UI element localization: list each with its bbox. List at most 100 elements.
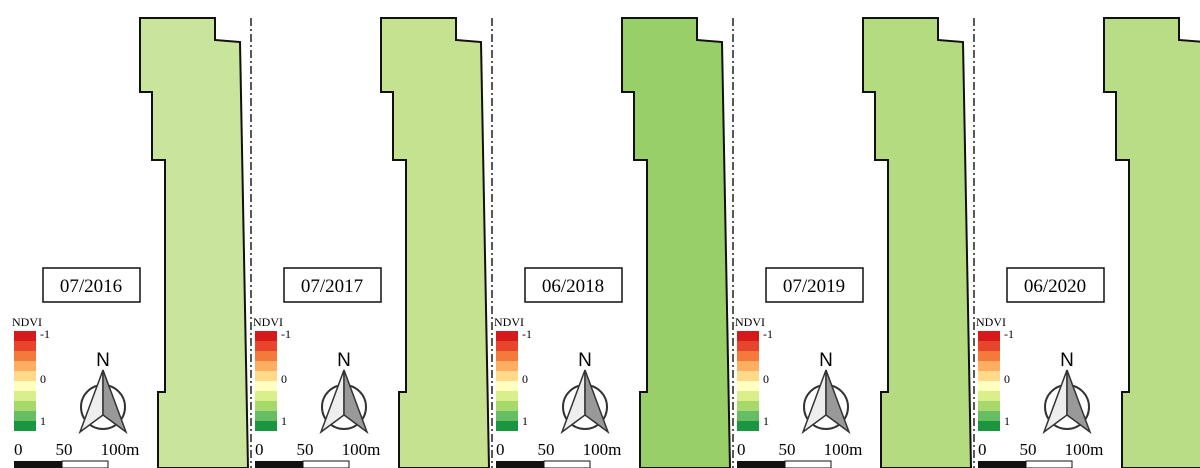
- north-arrow-right: [585, 370, 608, 432]
- figure: 07/2016NDVI-101N050100m07/2017NDVI-101N0…: [0, 0, 1200, 468]
- north-arrow-right: [103, 370, 126, 432]
- scale-label: 50: [538, 440, 555, 459]
- scale-label: 0: [14, 440, 23, 459]
- legend-swatch: [737, 331, 759, 341]
- legend-swatch: [255, 331, 277, 341]
- north-label: N: [819, 350, 833, 371]
- legend-swatch: [737, 351, 759, 361]
- scale-label: 100m: [342, 440, 381, 459]
- legend-swatch: [737, 411, 759, 421]
- legend-swatch: [737, 391, 759, 401]
- legend-label: 0: [281, 372, 287, 386]
- legend-swatch: [496, 341, 518, 351]
- legend-swatch: [14, 401, 36, 411]
- legend-label: 1: [40, 414, 46, 428]
- scale-label: 0: [255, 440, 264, 459]
- legend-title: NDVI: [253, 315, 283, 329]
- legend-swatch: [255, 351, 277, 361]
- legend-swatch: [737, 361, 759, 371]
- legend-swatch: [978, 381, 1000, 391]
- scale-label: 0: [737, 440, 746, 459]
- legend-swatch: [496, 401, 518, 411]
- north-arrow-left: [803, 370, 826, 432]
- field: [381, 18, 489, 468]
- legend-swatch: [496, 381, 518, 391]
- scale-bar-black: [255, 461, 303, 468]
- scale-bar-white: [62, 461, 108, 468]
- north-label: N: [96, 350, 110, 371]
- legend-swatch: [737, 401, 759, 411]
- legend-swatch: [737, 381, 759, 391]
- legend-swatch: [978, 391, 1000, 401]
- legend-swatch: [978, 331, 1000, 341]
- scale-label: 0: [496, 440, 505, 459]
- legend-label: 0: [1004, 372, 1010, 386]
- scale-bar-black: [978, 461, 1026, 468]
- legend-swatch: [496, 391, 518, 401]
- legend-swatch: [14, 371, 36, 381]
- legend-swatch: [14, 341, 36, 351]
- scale-bar-black: [496, 461, 544, 468]
- field: [622, 18, 730, 468]
- legend-title: NDVI: [976, 315, 1006, 329]
- north-label: N: [1060, 350, 1074, 371]
- legend-label: 1: [1004, 414, 1010, 428]
- legend-swatch: [496, 421, 518, 431]
- north-arrow-right: [1067, 370, 1090, 432]
- legend-swatch: [255, 341, 277, 351]
- legend-swatch: [14, 351, 36, 361]
- date-label: 06/2018: [542, 276, 604, 297]
- north-arrow-left: [1044, 370, 1067, 432]
- legend-swatch: [496, 361, 518, 371]
- scale-label: 100m: [824, 440, 863, 459]
- north-arrow-left: [80, 370, 103, 432]
- legend-swatch: [737, 421, 759, 431]
- legend-label: 0: [40, 372, 46, 386]
- north-arrow-left: [321, 370, 344, 432]
- scale-label: 50: [56, 440, 73, 459]
- scale-label: 0: [978, 440, 987, 459]
- scale-label: 50: [297, 440, 314, 459]
- legend-swatch: [978, 361, 1000, 371]
- legend-label: -1: [763, 327, 773, 341]
- north-arrow-right: [826, 370, 849, 432]
- legend-label: -1: [522, 327, 532, 341]
- field: [863, 18, 971, 468]
- legend-swatch: [14, 381, 36, 391]
- legend-swatch: [14, 421, 36, 431]
- legend-swatch: [255, 401, 277, 411]
- legend-swatch: [496, 371, 518, 381]
- legend-label: 1: [522, 414, 528, 428]
- legend-label: -1: [281, 327, 291, 341]
- scale-bar-white: [544, 461, 590, 468]
- legend-swatch: [14, 361, 36, 371]
- legend-swatch: [255, 371, 277, 381]
- legend-swatch: [496, 331, 518, 341]
- legend-label: 0: [763, 372, 769, 386]
- date-label: 07/2016: [60, 276, 122, 297]
- legend-swatch: [737, 341, 759, 351]
- legend-swatch: [255, 421, 277, 431]
- legend-label: 0: [522, 372, 528, 386]
- legend-swatch: [255, 361, 277, 371]
- field: [1104, 18, 1200, 468]
- scale-label: 50: [779, 440, 796, 459]
- legend-swatch: [978, 421, 1000, 431]
- scale-label: 100m: [101, 440, 140, 459]
- date-label: 07/2019: [783, 276, 845, 297]
- legend-swatch: [496, 351, 518, 361]
- legend-swatch: [255, 381, 277, 391]
- legend-swatch: [14, 391, 36, 401]
- legend-label: -1: [40, 327, 50, 341]
- scale-label: 100m: [1065, 440, 1104, 459]
- north-arrow-left: [562, 370, 585, 432]
- north-label: N: [578, 350, 592, 371]
- scale-bar-white: [785, 461, 831, 468]
- scale-bar-white: [303, 461, 349, 468]
- legend-title: NDVI: [735, 315, 765, 329]
- map-panel: 06/2018NDVI-101N050100m: [494, 18, 733, 468]
